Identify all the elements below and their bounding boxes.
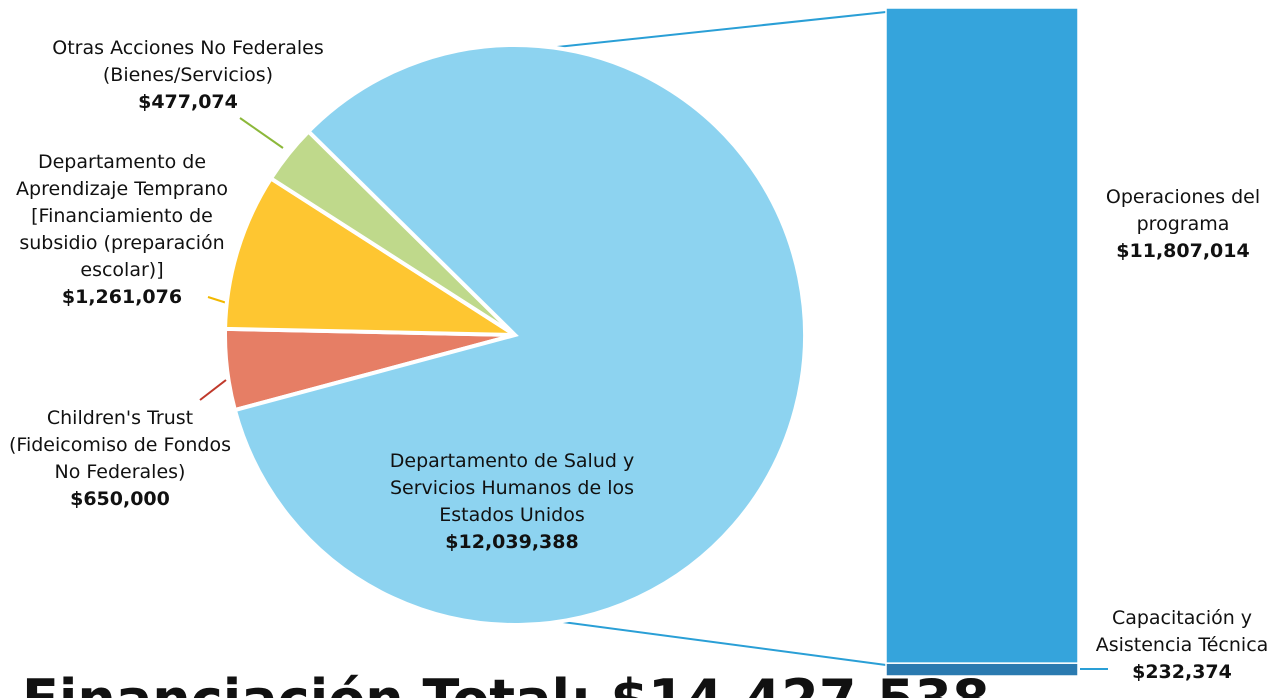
category-label: Operaciones del programa <box>1105 186 1261 235</box>
category-label: Capacitación y Asistencia Técnica <box>1095 607 1269 656</box>
category-label: Departamento de Salud y Servicios Humano… <box>389 450 635 526</box>
data-label: Otras Acciones No Federales (Bienes/Serv… <box>38 35 338 116</box>
data-label: Capacitación y Asistencia Técnica $232,37… <box>1087 605 1275 686</box>
value-label: $1,261,076 <box>61 286 183 308</box>
value-label: $12,039,388 <box>445 531 579 553</box>
category-label: Departamento de Aprendizaje Temprano [Fi… <box>16 151 228 281</box>
pie-slice <box>223 175 523 338</box>
chart-title: Financiación Total: $14,427,538 <box>22 668 990 698</box>
connector <box>509 11 887 53</box>
value-label: $650,000 <box>70 488 170 510</box>
data-label: Departamento de Aprendizaje Temprano [Fi… <box>7 149 237 311</box>
pie-slice <box>232 43 807 627</box>
bar-segment <box>885 7 1079 664</box>
value-label: $477,074 <box>138 91 238 113</box>
value-label: $232,374 <box>1132 661 1232 683</box>
leader-line <box>199 379 227 401</box>
connector <box>524 616 887 666</box>
category-label: Otras Acciones No Federales (Bienes/Serv… <box>52 37 324 86</box>
category-label: Children's Trust (Fideicomiso de Fondos … <box>9 407 231 483</box>
data-label: Departamento de Salud y Servicios Humano… <box>377 448 647 556</box>
value-label: $11,807,014 <box>1116 240 1250 262</box>
data-label: Children's Trust (Fideicomiso de Fondos … <box>5 405 235 513</box>
data-label: Operaciones del programa $11,807,014 <box>1098 184 1268 265</box>
leader-line <box>239 117 284 149</box>
